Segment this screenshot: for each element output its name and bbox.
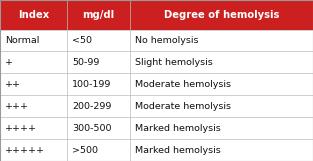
Bar bbox=[0, 117, 67, 139]
Bar bbox=[130, 0, 313, 30]
Text: Degree of hemolysis: Degree of hemolysis bbox=[164, 10, 279, 20]
Text: ++++: ++++ bbox=[5, 124, 37, 133]
Bar bbox=[0, 95, 67, 117]
Bar bbox=[67, 30, 130, 52]
Text: Normal: Normal bbox=[5, 36, 39, 45]
Text: 300-500: 300-500 bbox=[72, 124, 111, 133]
Text: Index: Index bbox=[18, 10, 49, 20]
Bar bbox=[130, 52, 313, 73]
Bar bbox=[130, 30, 313, 52]
Text: +: + bbox=[5, 58, 13, 67]
Bar bbox=[67, 139, 130, 161]
Text: 100-199: 100-199 bbox=[72, 80, 111, 89]
Bar bbox=[130, 117, 313, 139]
Text: +++: +++ bbox=[5, 102, 29, 111]
Text: mg/dl: mg/dl bbox=[83, 10, 115, 20]
Text: Moderate hemolysis: Moderate hemolysis bbox=[135, 102, 231, 111]
Bar bbox=[67, 117, 130, 139]
Bar bbox=[67, 52, 130, 73]
Bar bbox=[67, 73, 130, 95]
Bar bbox=[130, 73, 313, 95]
Bar bbox=[130, 139, 313, 161]
Text: Marked hemolysis: Marked hemolysis bbox=[135, 124, 220, 133]
Text: Marked hemolysis: Marked hemolysis bbox=[135, 146, 220, 155]
Bar bbox=[130, 95, 313, 117]
Text: Moderate hemolysis: Moderate hemolysis bbox=[135, 80, 231, 89]
Text: >500: >500 bbox=[72, 146, 98, 155]
Bar bbox=[0, 52, 67, 73]
Bar bbox=[0, 0, 67, 30]
Text: Slight hemolysis: Slight hemolysis bbox=[135, 58, 212, 67]
Bar bbox=[67, 95, 130, 117]
Text: +++++: +++++ bbox=[5, 146, 45, 155]
Text: No hemolysis: No hemolysis bbox=[135, 36, 198, 45]
Bar bbox=[0, 73, 67, 95]
Text: 200-299: 200-299 bbox=[72, 102, 111, 111]
Text: ++: ++ bbox=[5, 80, 21, 89]
Bar bbox=[0, 139, 67, 161]
Bar bbox=[0, 30, 67, 52]
Text: 50-99: 50-99 bbox=[72, 58, 99, 67]
Bar bbox=[67, 0, 130, 30]
Text: <50: <50 bbox=[72, 36, 92, 45]
